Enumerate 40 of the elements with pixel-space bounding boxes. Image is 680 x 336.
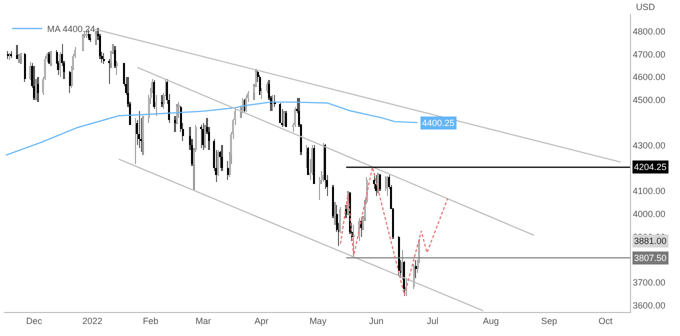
candlestick (18, 54, 20, 63)
data-label: 3807.50 (634, 253, 667, 263)
candlestick (16, 45, 18, 59)
candlestick (20, 53, 22, 64)
candlestick (200, 125, 202, 148)
candlestick (95, 31, 97, 45)
y-tick-label: 4100.00 (632, 186, 666, 196)
x-tick-label: Dec (26, 316, 43, 326)
x-tick-label: Feb (142, 316, 158, 326)
y-tick-label: 4300.00 (632, 140, 666, 151)
y-tick-label: 4600.00 (632, 72, 666, 82)
candlestick (108, 59, 110, 84)
data-label: 4204.25 (634, 162, 667, 172)
y-tick-label: 4800.00 (632, 26, 666, 36)
x-tick-label: Jul (426, 316, 438, 326)
x-tick-label: May (309, 316, 327, 326)
x-tick-label: Oct (598, 316, 614, 326)
text: 3881.00 (634, 236, 667, 246)
y-tick-label: 3600.00 (632, 300, 666, 310)
candlestick (37, 77, 39, 102)
y-tick-label: 4000.00 (632, 209, 666, 220)
y-axis-title: USD (636, 2, 656, 12)
candlestick (285, 111, 287, 127)
legend-label: MA 4400.24 (47, 24, 96, 34)
x-tick-label: Apr (254, 316, 269, 326)
line-series (340, 166, 448, 296)
x-tick-label: Aug (482, 316, 499, 326)
x-tick-label: Mar (196, 316, 212, 326)
candlestick (332, 185, 334, 218)
y-tick-label: 3700.00 (632, 277, 666, 288)
data-label: 4400.25 (422, 118, 455, 128)
candlestick (35, 79, 37, 100)
candlestick (50, 51, 52, 66)
y-tick-label: 4500.00 (632, 94, 666, 105)
candlestick (174, 116, 176, 132)
x-tick-label: Jun (368, 316, 384, 326)
candlestick (379, 174, 381, 191)
x-tick-label: Sep (541, 316, 558, 326)
x-tick-label: 2022 (82, 316, 102, 326)
y-tick-label: 4700.00 (632, 49, 666, 60)
